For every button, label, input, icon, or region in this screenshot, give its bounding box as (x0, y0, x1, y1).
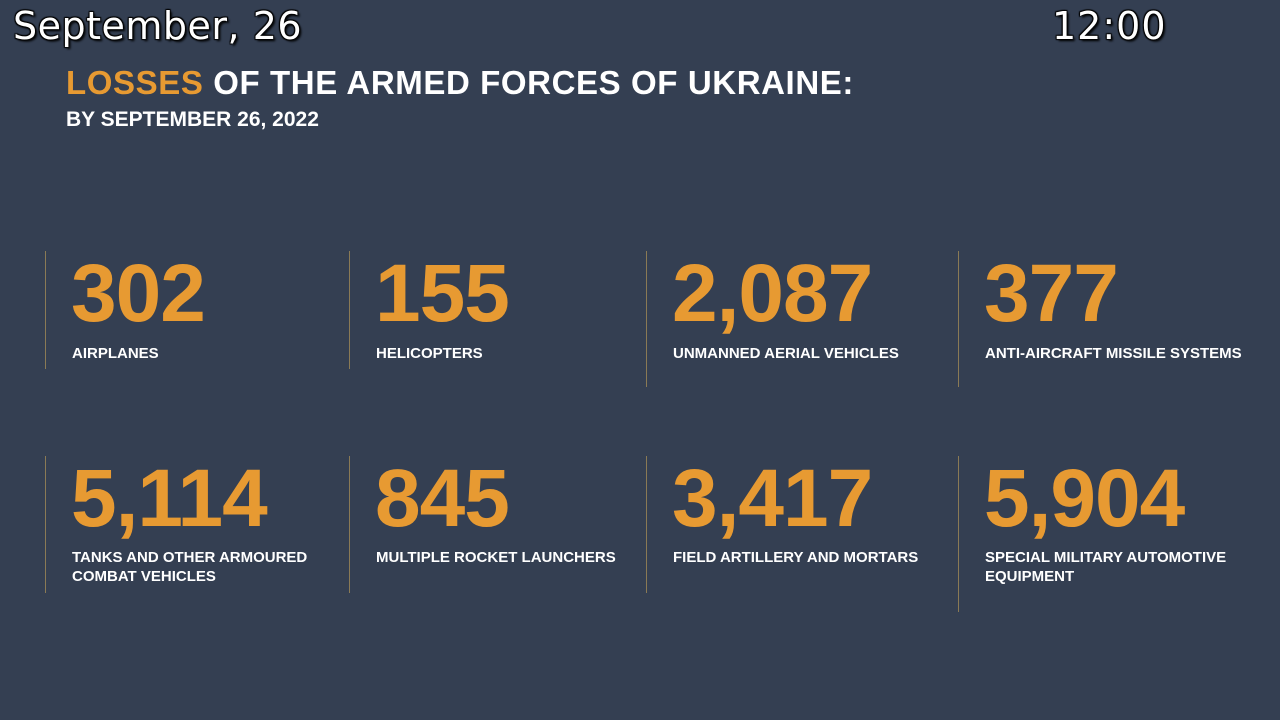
stat-uav: 2,087 UNMANNED AERIAL VEHICLES (646, 251, 954, 387)
stat-label: HELICOPTERS (376, 344, 483, 363)
stat-value: 3,417 (672, 453, 873, 544)
page-title: LOSSES OF THE ARMED FORCES OF UKRAINE: (66, 64, 854, 102)
stat-label: UNMANNED AERIAL VEHICLES (673, 344, 899, 363)
stat-label-line1: SPECIAL MILITARY AUTOMOTIVE (985, 549, 1227, 566)
page-title-accent: LOSSES (66, 64, 204, 101)
stat-label: AIRPLANES (72, 344, 159, 363)
overlay-time: 12:00 (1052, 4, 1167, 48)
stat-label-line1: AIRPLANES (72, 345, 159, 362)
stat-label-line1: ANTI-AIRCRAFT MISSILE SYSTEMS (985, 345, 1242, 362)
stat-automotive: 5,904 SPECIAL MILITARY AUTOMOTIVE EQUIPME… (958, 456, 1276, 612)
stat-label: ANTI-AIRCRAFT MISSILE SYSTEMS (985, 344, 1242, 363)
stat-label-line1: MULTIPLE ROCKET LAUNCHERS (376, 549, 616, 566)
stat-label: TANKS AND OTHER ARMOURED COMBAT VEHICLES (72, 548, 307, 586)
stat-helicopters: 155 HELICOPTERS (349, 251, 644, 369)
stat-tanks: 5,114 TANKS AND OTHER ARMOURED COMBAT VEH… (45, 456, 345, 593)
stat-label: MULTIPLE ROCKET LAUNCHERS (376, 548, 616, 567)
stat-label-line2: COMBAT VEHICLES (72, 568, 216, 585)
stat-anti-aircraft: 377 ANTI-AIRCRAFT MISSILE SYSTEMS (958, 251, 1276, 387)
stat-value: 302 (71, 248, 206, 339)
stat-label-line1: TANKS AND OTHER ARMOURED (72, 549, 308, 566)
stat-airplanes: 302 AIRPLANES (45, 251, 345, 369)
stat-value: 5,114 (71, 453, 268, 544)
stat-value: 845 (375, 453, 510, 544)
stat-value: 377 (984, 248, 1119, 339)
stat-label: FIELD ARTILLERY AND MORTARS (673, 548, 918, 567)
stat-label-line2: EQUIPMENT (985, 568, 1075, 585)
page-subtitle: BY SEPTEMBER 26, 2022 (66, 108, 319, 131)
page-title-rest: OF THE ARMED FORCES OF UKRAINE: (203, 64, 854, 101)
stat-value: 2,087 (672, 248, 873, 339)
stat-mrl: 845 MULTIPLE ROCKET LAUNCHERS (349, 456, 644, 593)
stat-label-line1: HELICOPTERS (376, 345, 483, 362)
overlay-date: September, 26 (13, 4, 303, 48)
stat-artillery: 3,417 FIELD ARTILLERY AND MORTARS (646, 456, 954, 593)
stat-value: 5,904 (984, 453, 1185, 544)
stat-value: 155 (375, 248, 510, 339)
stat-label: SPECIAL MILITARY AUTOMOTIVE EQUIPMENT (985, 548, 1226, 586)
stat-label-line1: FIELD ARTILLERY AND MORTARS (673, 549, 919, 566)
stat-label-line1: UNMANNED AERIAL VEHICLES (673, 345, 899, 362)
